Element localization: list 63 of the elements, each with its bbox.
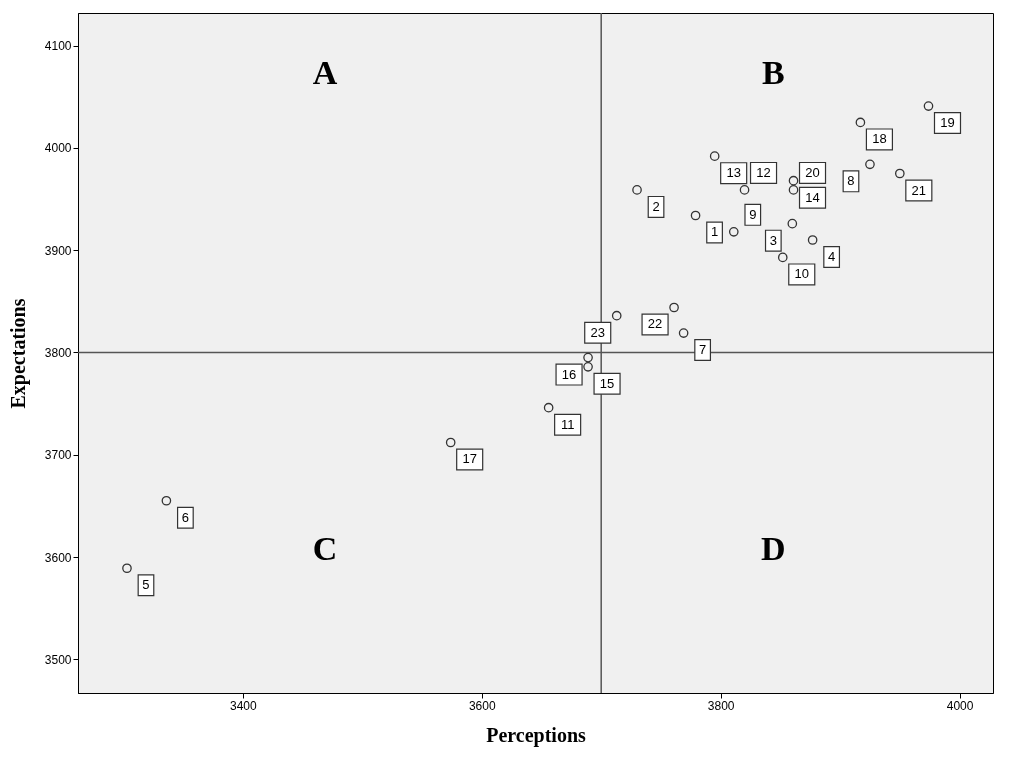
annotation: 18 (872, 131, 887, 147)
point (583, 352, 593, 363)
annotation: 22 (647, 316, 663, 332)
point (739, 185, 750, 195)
y-axis-title: Expectations (6, 298, 30, 409)
y-tick-label: 3900 (44, 243, 72, 258)
annotation: 15 (599, 375, 615, 391)
x-tick-label: 3400 (229, 698, 258, 713)
x-tick-label: 3600 (468, 698, 496, 713)
point (923, 101, 934, 111)
x-tick-label: 4000 (946, 698, 974, 713)
point (787, 218, 798, 229)
point (709, 151, 720, 161)
point (788, 185, 799, 195)
annotation: 8 (847, 173, 855, 189)
annotation: 9 (749, 206, 757, 222)
x-axis-title: Perceptions (486, 723, 587, 747)
y-tick-label: 3600 (44, 550, 72, 565)
annotation: C (312, 530, 338, 568)
annotation: 3 (769, 232, 777, 248)
annotation: D (761, 530, 786, 568)
point (777, 252, 788, 263)
annotation: 14 (805, 189, 820, 205)
point (161, 495, 172, 506)
annotation: 7 (699, 342, 707, 358)
point (865, 159, 875, 170)
y-tick-label: 3500 (44, 652, 72, 667)
point (122, 563, 132, 574)
point (543, 402, 554, 413)
annotation: 11 (560, 416, 575, 432)
point (728, 227, 739, 237)
annotation: 21 (911, 182, 927, 198)
point (788, 175, 799, 186)
y-tick-label: 4000 (44, 141, 72, 156)
y-tick-label: 3700 (44, 448, 72, 463)
annotation: 5 (142, 577, 150, 593)
annotation: 2 (652, 198, 660, 214)
annotation: 16 (561, 366, 577, 382)
annotation: 6 (181, 509, 190, 525)
annotation: 19 (940, 115, 955, 131)
x-tick-label: 3800 (707, 698, 735, 713)
annotation: 4 (828, 249, 836, 265)
y-tick-label: 3800 (44, 345, 72, 360)
annotation: B (762, 54, 785, 92)
annotation: 10 (794, 266, 809, 282)
point (669, 302, 679, 313)
annotation: 17 (462, 451, 477, 467)
point (690, 210, 701, 221)
annotation: 23 (590, 324, 605, 340)
point (678, 328, 689, 338)
annotation: A (312, 54, 338, 92)
point (807, 235, 818, 245)
point (611, 310, 622, 321)
point (894, 168, 905, 179)
annotation: 20 (805, 164, 820, 180)
y-tick-label: 4100 (44, 39, 72, 54)
annotation: 12 (756, 164, 771, 180)
point (445, 437, 456, 448)
point (632, 185, 642, 195)
annotation: 1 (710, 224, 719, 240)
point (855, 117, 866, 128)
point (583, 361, 593, 372)
annotation: 13 (726, 165, 741, 181)
